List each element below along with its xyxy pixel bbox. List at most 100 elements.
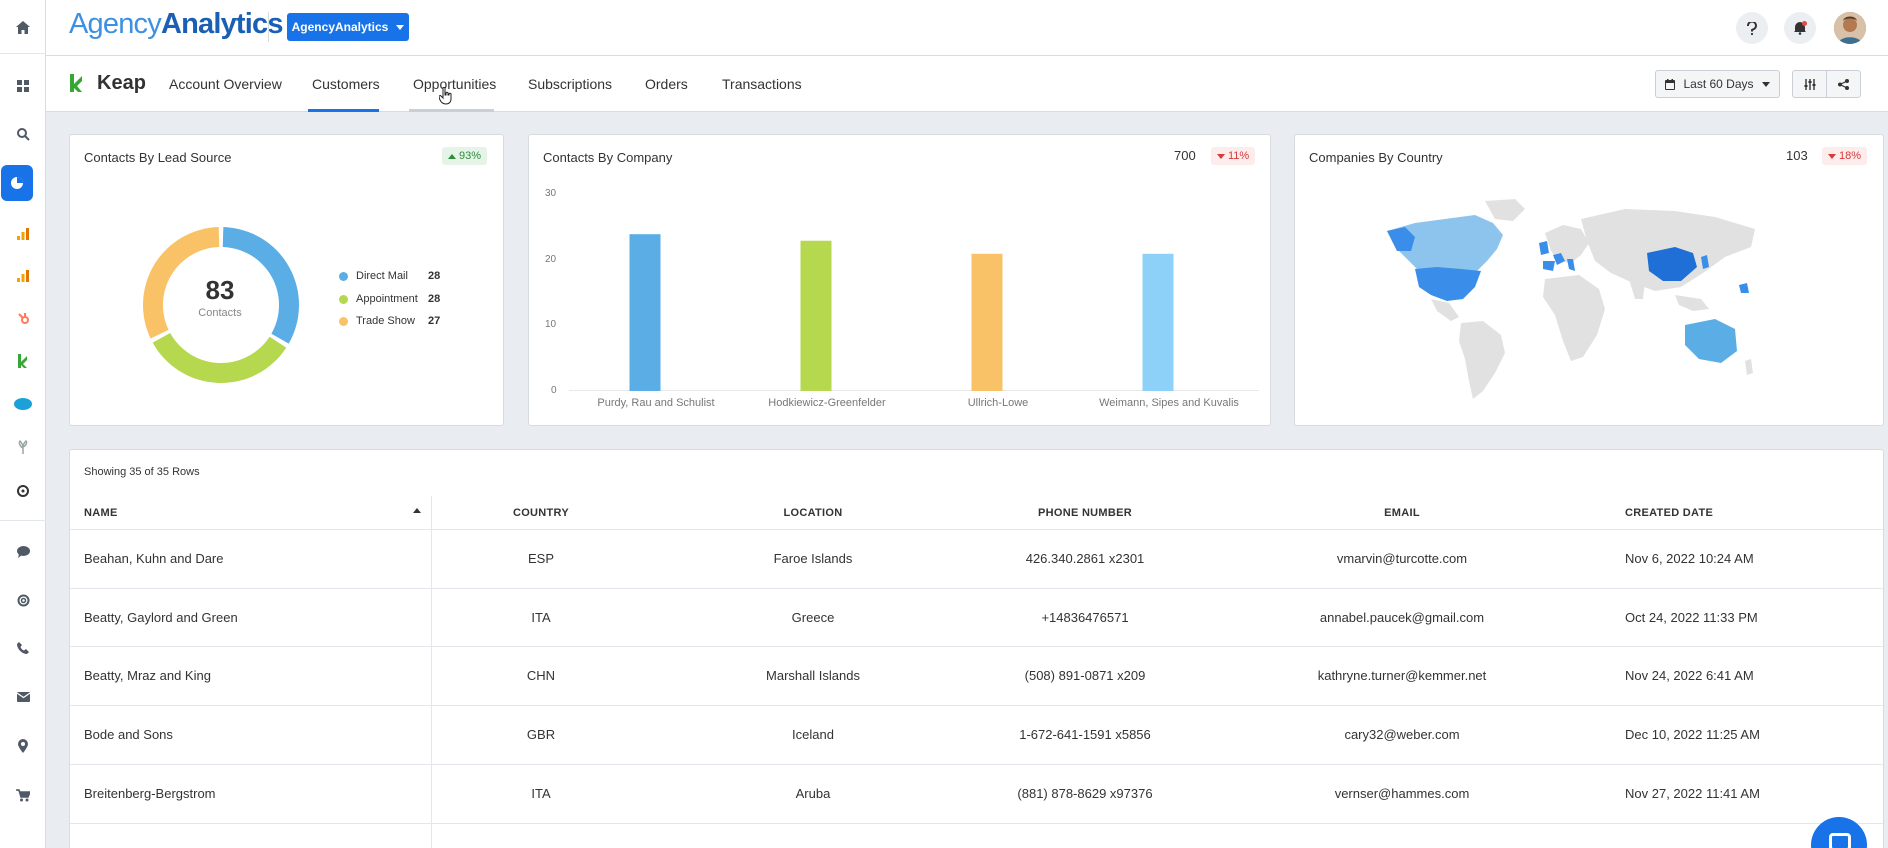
search-icon[interactable]: [0, 116, 46, 152]
cart-icon[interactable]: [0, 777, 46, 813]
reports-pie-icon[interactable]: [1, 165, 33, 201]
legend-label: Direct Mail: [356, 270, 408, 282]
cell-name: Breitenberg-Bergstrom: [84, 786, 216, 801]
map-country-alaska: [1387, 227, 1415, 251]
chat-icon[interactable]: [0, 534, 46, 570]
column-header-location[interactable]: LOCATION: [783, 507, 843, 519]
cell-location: Marshall Islands: [766, 668, 860, 683]
donut-slice-appointment[interactable]: [152, 332, 287, 383]
google-analytics-4-icon[interactable]: [0, 258, 46, 294]
donut-slice-trade-show[interactable]: [143, 227, 220, 339]
cell-phone: +14836476571: [1041, 610, 1129, 625]
sliders-icon: [1804, 78, 1815, 90]
cell-phone: (881) 878-8629 x97376: [1017, 786, 1153, 801]
integration-subnav: Keap Account Overview Customers Opportun…: [46, 56, 1888, 112]
google-analytics-icon[interactable]: [0, 216, 46, 252]
cell-location: Iceland: [792, 727, 834, 742]
column-header-country[interactable]: COUNTRY: [512, 507, 570, 519]
legend-item-appointment[interactable]: Appointment 28: [339, 291, 440, 307]
world-map: [1387, 199, 1755, 399]
column-divider: [431, 496, 432, 848]
brand-selector-label: AgencyAnalytics: [291, 20, 389, 34]
legend-item-direct-mail[interactable]: Direct Mail 28: [339, 268, 440, 284]
map-continent-africa: [1543, 275, 1605, 361]
map-country-spain: [1543, 261, 1555, 271]
logo-divider: [268, 12, 269, 42]
cell-location: Aruba: [795, 786, 831, 801]
tab-customers[interactable]: Customers: [312, 76, 380, 92]
cell-email: annabel.paucek@gmail.com: [1319, 610, 1485, 625]
company-card: Contacts By Company 700 11% 30 20 10 0 P…: [528, 134, 1271, 426]
map-continent-europe: [1545, 225, 1589, 263]
map-country-new-zealand: [1745, 359, 1753, 375]
support-icon[interactable]: [0, 582, 46, 618]
cell-country: CHN: [526, 668, 556, 683]
mail-icon[interactable]: [0, 679, 46, 715]
tab-opportunities[interactable]: Opportunities: [413, 76, 497, 92]
map-country-japan: [1701, 255, 1709, 269]
plant-icon[interactable]: [0, 429, 46, 465]
location-pin-icon[interactable]: [0, 728, 46, 764]
column-header-name[interactable]: NAME: [84, 507, 118, 519]
column-header-email[interactable]: EMAIL: [1384, 507, 1420, 519]
table-row[interactable]: [70, 823, 1883, 848]
cell-phone: 1-672-641-1591 x5856: [1019, 727, 1151, 742]
share-button[interactable]: [1826, 70, 1861, 98]
map-country-china: [1647, 247, 1697, 281]
cell-country: ESP: [527, 551, 554, 566]
table-row[interactable]: Bode and Sons GBR Iceland 1-672-641-1591…: [70, 705, 1883, 764]
map-country-india: [1629, 279, 1645, 299]
brand-selector-button[interactable]: AgencyAnalytics: [287, 13, 409, 41]
legend-label: Appointment: [356, 293, 418, 305]
x-category-label: Ullrich-Lowe: [967, 397, 1029, 409]
table-row[interactable]: Beatty, Mraz and King CHN Marshall Islan…: [70, 646, 1883, 705]
cell-location: Greece: [791, 610, 835, 625]
x-category-label: Hodkiewicz-Greenfelder: [768, 397, 886, 409]
table-row[interactable]: Beahan, Kuhn and Dare ESP Faroe Islands …: [70, 529, 1883, 588]
phone-icon[interactable]: [0, 630, 46, 666]
tab-transactions[interactable]: Transactions: [722, 76, 802, 92]
dashboard-settings-button[interactable]: [1792, 70, 1827, 98]
salesforce-icon[interactable]: [0, 386, 46, 422]
agency-analytics-logo[interactable]: AgencyAnalytics: [69, 8, 283, 40]
donut-total: 83: [205, 275, 235, 305]
table-row[interactable]: Beatty, Gaylord and Green ITA Greece +14…: [70, 588, 1883, 647]
cell-created-date: Nov 6, 2022 10:24 AM: [1625, 551, 1754, 566]
bar-4[interactable]: [1142, 253, 1174, 391]
help-button[interactable]: [1736, 12, 1768, 44]
lead-source-card: Contacts By Lead Source 93% 83 Contacts …: [69, 134, 504, 426]
tab-orders[interactable]: Orders: [645, 76, 688, 92]
settings-circle-icon[interactable]: [0, 473, 46, 509]
lead-source-donut-chart: [143, 227, 299, 383]
date-range-button[interactable]: Last 60 Days: [1655, 70, 1780, 98]
notifications-button[interactable]: [1784, 12, 1816, 44]
keap-icon[interactable]: [0, 343, 46, 379]
cell-phone: (508) 891-0871 x209: [1024, 668, 1146, 683]
legend-item-trade-show[interactable]: Trade Show 27: [339, 313, 440, 329]
cell-country: ITA: [531, 610, 551, 625]
hover-tab-indicator: [409, 109, 494, 112]
legend-dot: [339, 271, 348, 281]
map-country-australia: [1685, 319, 1737, 363]
sort-ascending-icon[interactable]: [413, 508, 421, 513]
y-tick: 20: [545, 254, 557, 265]
table-row[interactable]: Breitenberg-Bergstrom ITA Aruba (881) 87…: [70, 764, 1883, 823]
bar-3[interactable]: [971, 253, 1003, 391]
tab-subscriptions[interactable]: Subscriptions: [528, 76, 613, 92]
column-header-phone[interactable]: PHONE NUMBER: [1037, 507, 1133, 519]
donut-slice-direct-mail[interactable]: [222, 227, 299, 344]
bar-1[interactable]: [629, 234, 661, 391]
tab-account-overview[interactable]: Account Overview: [169, 76, 282, 92]
change-value: 18%: [1839, 150, 1862, 162]
hubspot-icon[interactable]: [0, 300, 46, 336]
bar-2[interactable]: [800, 240, 832, 391]
map-country-marshall-islands: [1739, 283, 1749, 293]
home-icon[interactable]: [0, 9, 46, 45]
avatar[interactable]: [1834, 12, 1866, 44]
hand-cursor-icon: [439, 87, 452, 105]
change-value: 11%: [1228, 150, 1250, 162]
dashboard-grid-icon[interactable]: [0, 68, 46, 104]
cell-location: Faroe Islands: [773, 551, 853, 566]
legend-value: 28: [428, 293, 441, 305]
column-header-created-date[interactable]: CREATED DATE: [1625, 507, 1714, 519]
